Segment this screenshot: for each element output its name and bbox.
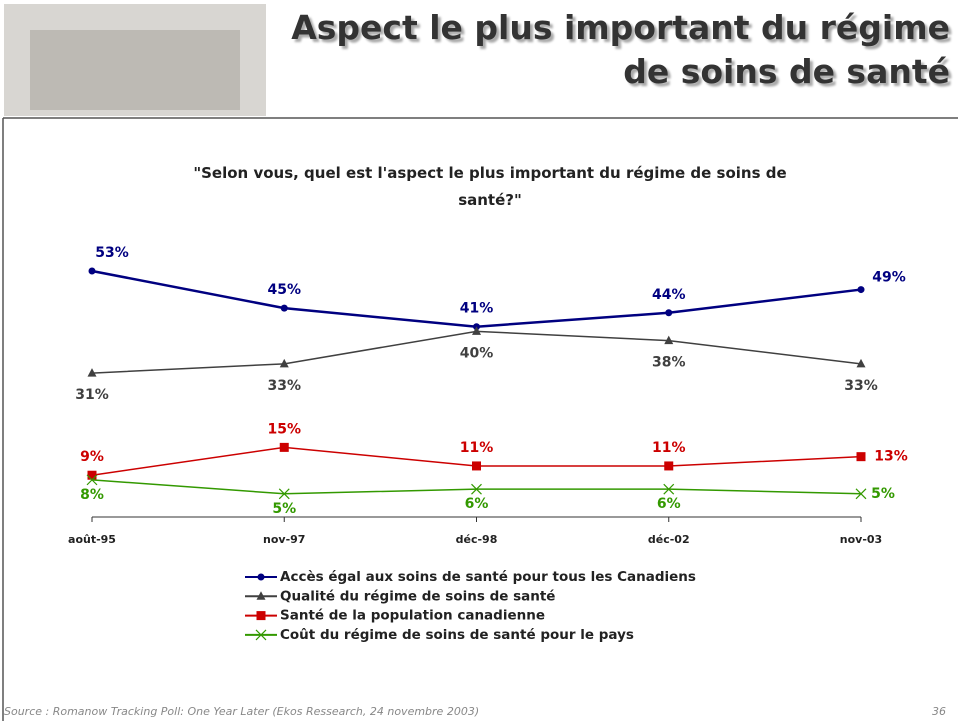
point: [472, 461, 481, 470]
x-tick-label: nov-03: [840, 533, 882, 546]
value-label: 5%: [871, 486, 895, 502]
value-label: 8%: [80, 487, 104, 503]
value-label: 33%: [844, 378, 878, 394]
value-label: 6%: [657, 496, 681, 512]
x-tick-label: août-95: [68, 533, 116, 546]
value-label: 11%: [652, 440, 686, 456]
legend-label: Santé de la population canadienne: [280, 608, 545, 624]
value-label: 13%: [874, 449, 908, 465]
legend-label: Qualité du régime de soins de santé: [280, 588, 555, 604]
slide: août-95 nov-97 déc-98 déc-02 nov-03 53% 45% 41%…: [0, 0, 958, 721]
value-label: 40%: [460, 345, 494, 361]
page-number: 36: [932, 705, 946, 718]
point: [665, 309, 672, 316]
point: [257, 611, 266, 620]
value-label: 41%: [460, 301, 494, 317]
x-tick-label: nov-97: [263, 533, 305, 546]
value-label: 6%: [465, 496, 489, 512]
value-label: 31%: [75, 387, 109, 403]
value-label: 15%: [267, 421, 301, 437]
chart-title: "Selon vous, quel est l'aspect le plus i…: [140, 160, 840, 214]
source: Source : Romanow Tracking Poll: One Year…: [4, 705, 479, 718]
title-line: Aspect le plus important du régime: [291, 6, 950, 50]
value-label: 5%: [272, 501, 296, 517]
series-line: [92, 480, 861, 494]
point: [664, 461, 673, 470]
chart-title-line: "Selon vous, quel est l'aspect le plus i…: [140, 160, 840, 187]
value-label: 9%: [80, 449, 104, 465]
point: [858, 286, 865, 293]
legend-label: Coût du régime de soins de santé pour le…: [280, 627, 634, 643]
point: [280, 443, 289, 452]
point: [88, 471, 97, 480]
series-line: [92, 271, 861, 327]
point: [258, 574, 265, 581]
value-label: 33%: [267, 378, 301, 394]
point: [89, 268, 96, 275]
title-line: de soins de santé: [291, 50, 950, 94]
point: [857, 452, 866, 461]
building: [30, 30, 240, 110]
value-label: 44%: [652, 287, 686, 303]
value-label: 53%: [95, 245, 129, 261]
chart: août-95 nov-97 déc-98 déc-02 nov-03 53% 45% 41%…: [0, 0, 958, 721]
value-label: 11%: [460, 440, 494, 456]
value-label: 38%: [652, 355, 686, 371]
value-label: 49%: [872, 270, 906, 286]
chart-title-line: santé?": [140, 187, 840, 214]
point: [281, 305, 288, 312]
slide-title: Aspect le plus important du régime de so…: [291, 6, 950, 94]
x-tick-label: déc-98: [456, 533, 498, 546]
x-tick-label: déc-02: [648, 533, 690, 546]
value-label: 45%: [267, 282, 301, 298]
legend-label: Accès égal aux soins de santé pour tous …: [280, 569, 696, 585]
